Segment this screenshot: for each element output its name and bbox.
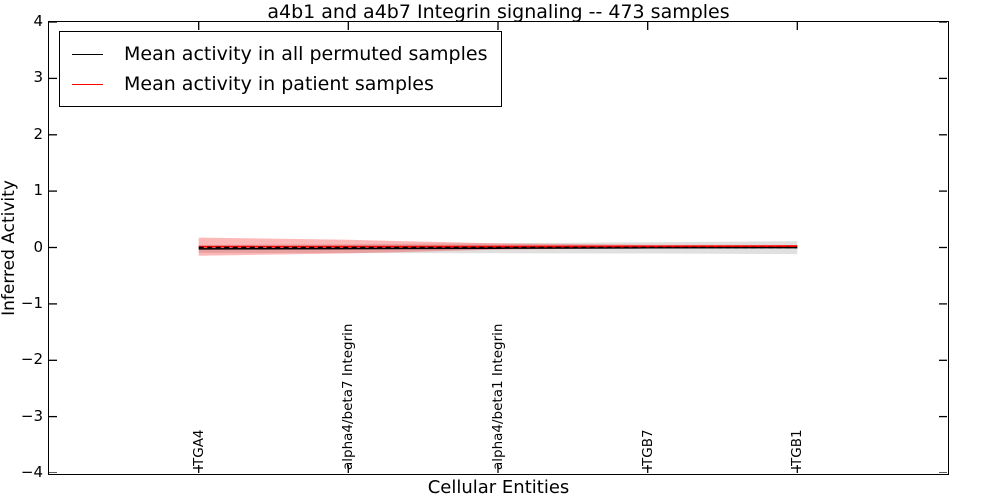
legend-entry-patient: Mean activity in patient samples bbox=[72, 69, 487, 99]
x-tick-label: alpha4/beta1 Integrin bbox=[490, 323, 506, 470]
x-tick-label: ITGA4 bbox=[190, 429, 207, 470]
y-tick-label: −3 bbox=[20, 406, 43, 425]
x-tick-label: ITGB1 bbox=[789, 429, 806, 470]
y-tick-label: −4 bbox=[20, 463, 43, 481]
y-tick-label: 0 bbox=[33, 237, 43, 256]
x-tick-label: alpha4/beta7 Integrin bbox=[340, 323, 357, 470]
legend-label-patient: Mean activity in patient samples bbox=[124, 73, 434, 95]
plot-canvas bbox=[49, 22, 947, 473]
legend-line-sample-permuted bbox=[72, 53, 103, 55]
x-tick-label: ITGB7 bbox=[639, 429, 656, 470]
y-tick-label: −2 bbox=[20, 350, 43, 369]
y-tick-label: 2 bbox=[33, 124, 43, 143]
y-tick-label: 1 bbox=[33, 181, 43, 200]
legend-label-permuted: Mean activity in all permuted samples bbox=[124, 43, 488, 65]
chart-title: a4b1 and a4b7 Integrin signaling -- 473 … bbox=[267, 1, 730, 23]
y-tick-label: −1 bbox=[20, 293, 43, 312]
legend-entry-permuted: Mean activity in all permuted samples bbox=[72, 39, 487, 69]
y-tick-label: 3 bbox=[33, 68, 43, 87]
legend-line-sample-patient bbox=[72, 83, 103, 85]
x-axis-label: Cellular Entities bbox=[427, 477, 570, 498]
legend: Mean activity in all permuted samples Me… bbox=[59, 31, 503, 107]
y-tick-label: 4 bbox=[33, 12, 43, 30]
